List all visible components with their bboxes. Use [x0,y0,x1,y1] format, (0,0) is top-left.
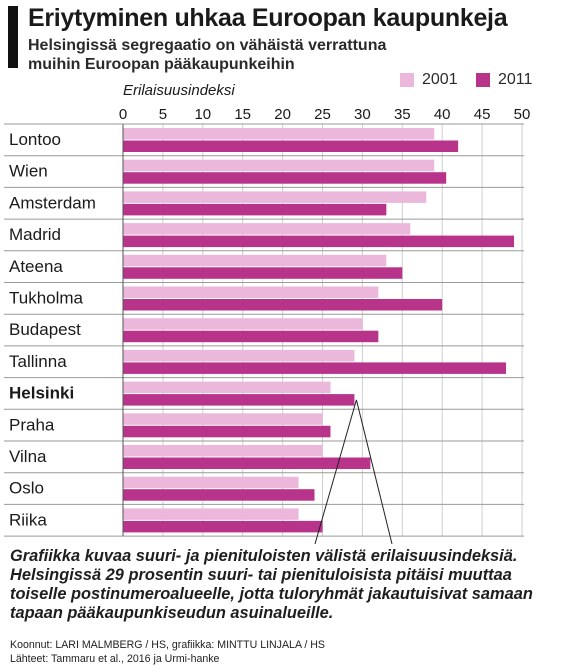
bar-2001-riika [123,508,299,520]
bar-2011-tukholma [123,299,443,311]
bar-2011-vilna [123,457,371,469]
legend-label-2001: 2001 [422,71,458,88]
category-label: Amsterdam [9,193,96,212]
category-label: Praha [9,415,55,434]
bar-2001-wien [123,159,435,172]
category-label: Riika [9,510,47,529]
credits-authors: Koonnut: LARI MALMBERG / HS, grafiikka: … [10,639,325,651]
chart-annotation: Grafiikka kuvaa suuri- ja pienituloisten… [10,547,533,622]
legend-item-2011: 2011 [476,71,532,89]
bar-2011-ateena [123,267,403,279]
category-label: Tallinna [9,352,67,371]
bar-2001-tallinna [123,349,355,362]
bar-2001-budapest [123,318,363,330]
bar-2001-lontoo [123,128,435,140]
bar-2001-oslo [123,476,299,489]
category-label: Madrid [9,225,61,244]
bar-2001-helsinki [123,381,331,394]
annotation-pointer-line [314,399,357,544]
category-label: Vilna [9,447,47,466]
x-tick-label: 50 [514,106,531,123]
title-accent-bar [8,6,18,68]
bar-2011-budapest [123,330,379,343]
x-tick-label: 35 [394,106,411,123]
bar-chart: Erilaisuusindeksi 0 5 10 15 20 25 30 35 40 45 50 Lon… [4,82,531,544]
bar-2011-lontoo [123,140,459,152]
x-tick-label: 40 [434,106,451,123]
bar-2011-oslo [123,489,315,501]
legend-label-2011: 2011 [498,71,533,88]
bar-2001-madrid [123,223,411,235]
bar-2011-tallinna [123,362,507,374]
bar-2001-amsterdam [123,191,427,203]
chart-subtitle: Helsingissä segregaatio on vähäistä verr… [28,37,387,73]
x-tick-label: 10 [194,106,211,123]
category-label: Budapest [9,320,81,339]
bar-2001-praha [123,413,323,425]
legend-swatch-2001 [400,73,414,87]
x-tick-label: 20 [274,106,291,123]
category-label: Tukholma [9,289,84,308]
bar-2001-ateena [123,254,387,267]
x-tick-label: 15 [234,106,251,123]
bar-2001-vilna [123,445,323,457]
legend-item-2001: 2001 [400,71,458,89]
category-label: Wien [9,162,48,181]
category-label: Oslo [9,479,44,498]
x-tick-label: 5 [159,106,167,123]
x-tick-label: 30 [354,106,371,123]
chart-title: Eriytyminen uhkaa Euroopan kaupunkeja [28,4,508,32]
bar-2011-riika [123,520,323,533]
x-axis-title: Erilaisuusindeksi [123,82,235,99]
bar-2011-wien [123,172,447,184]
category-label: Ateena [9,257,63,276]
bar-2011-amsterdam [123,203,387,216]
legend-swatch-2011 [476,73,490,87]
credits: Koonnut: LARI MALMBERG / HS, grafiikka: … [10,638,325,666]
category-label: Lontoo [9,130,61,149]
category-label: Helsinki [9,384,74,403]
bar-2011-helsinki [123,394,355,406]
bar-2001-tukholma [123,286,379,298]
bar-2011-praha [123,425,331,438]
bar-2011-madrid [123,235,515,248]
x-tick-label: 25 [314,106,331,123]
annotation-pointer-line [355,399,393,544]
x-tick-label: 45 [474,106,491,123]
x-tick-label: 0 [119,106,127,123]
credits-sources: Lähteet: Tammaru et al., 2016 ja Urmi-ha… [10,653,220,665]
